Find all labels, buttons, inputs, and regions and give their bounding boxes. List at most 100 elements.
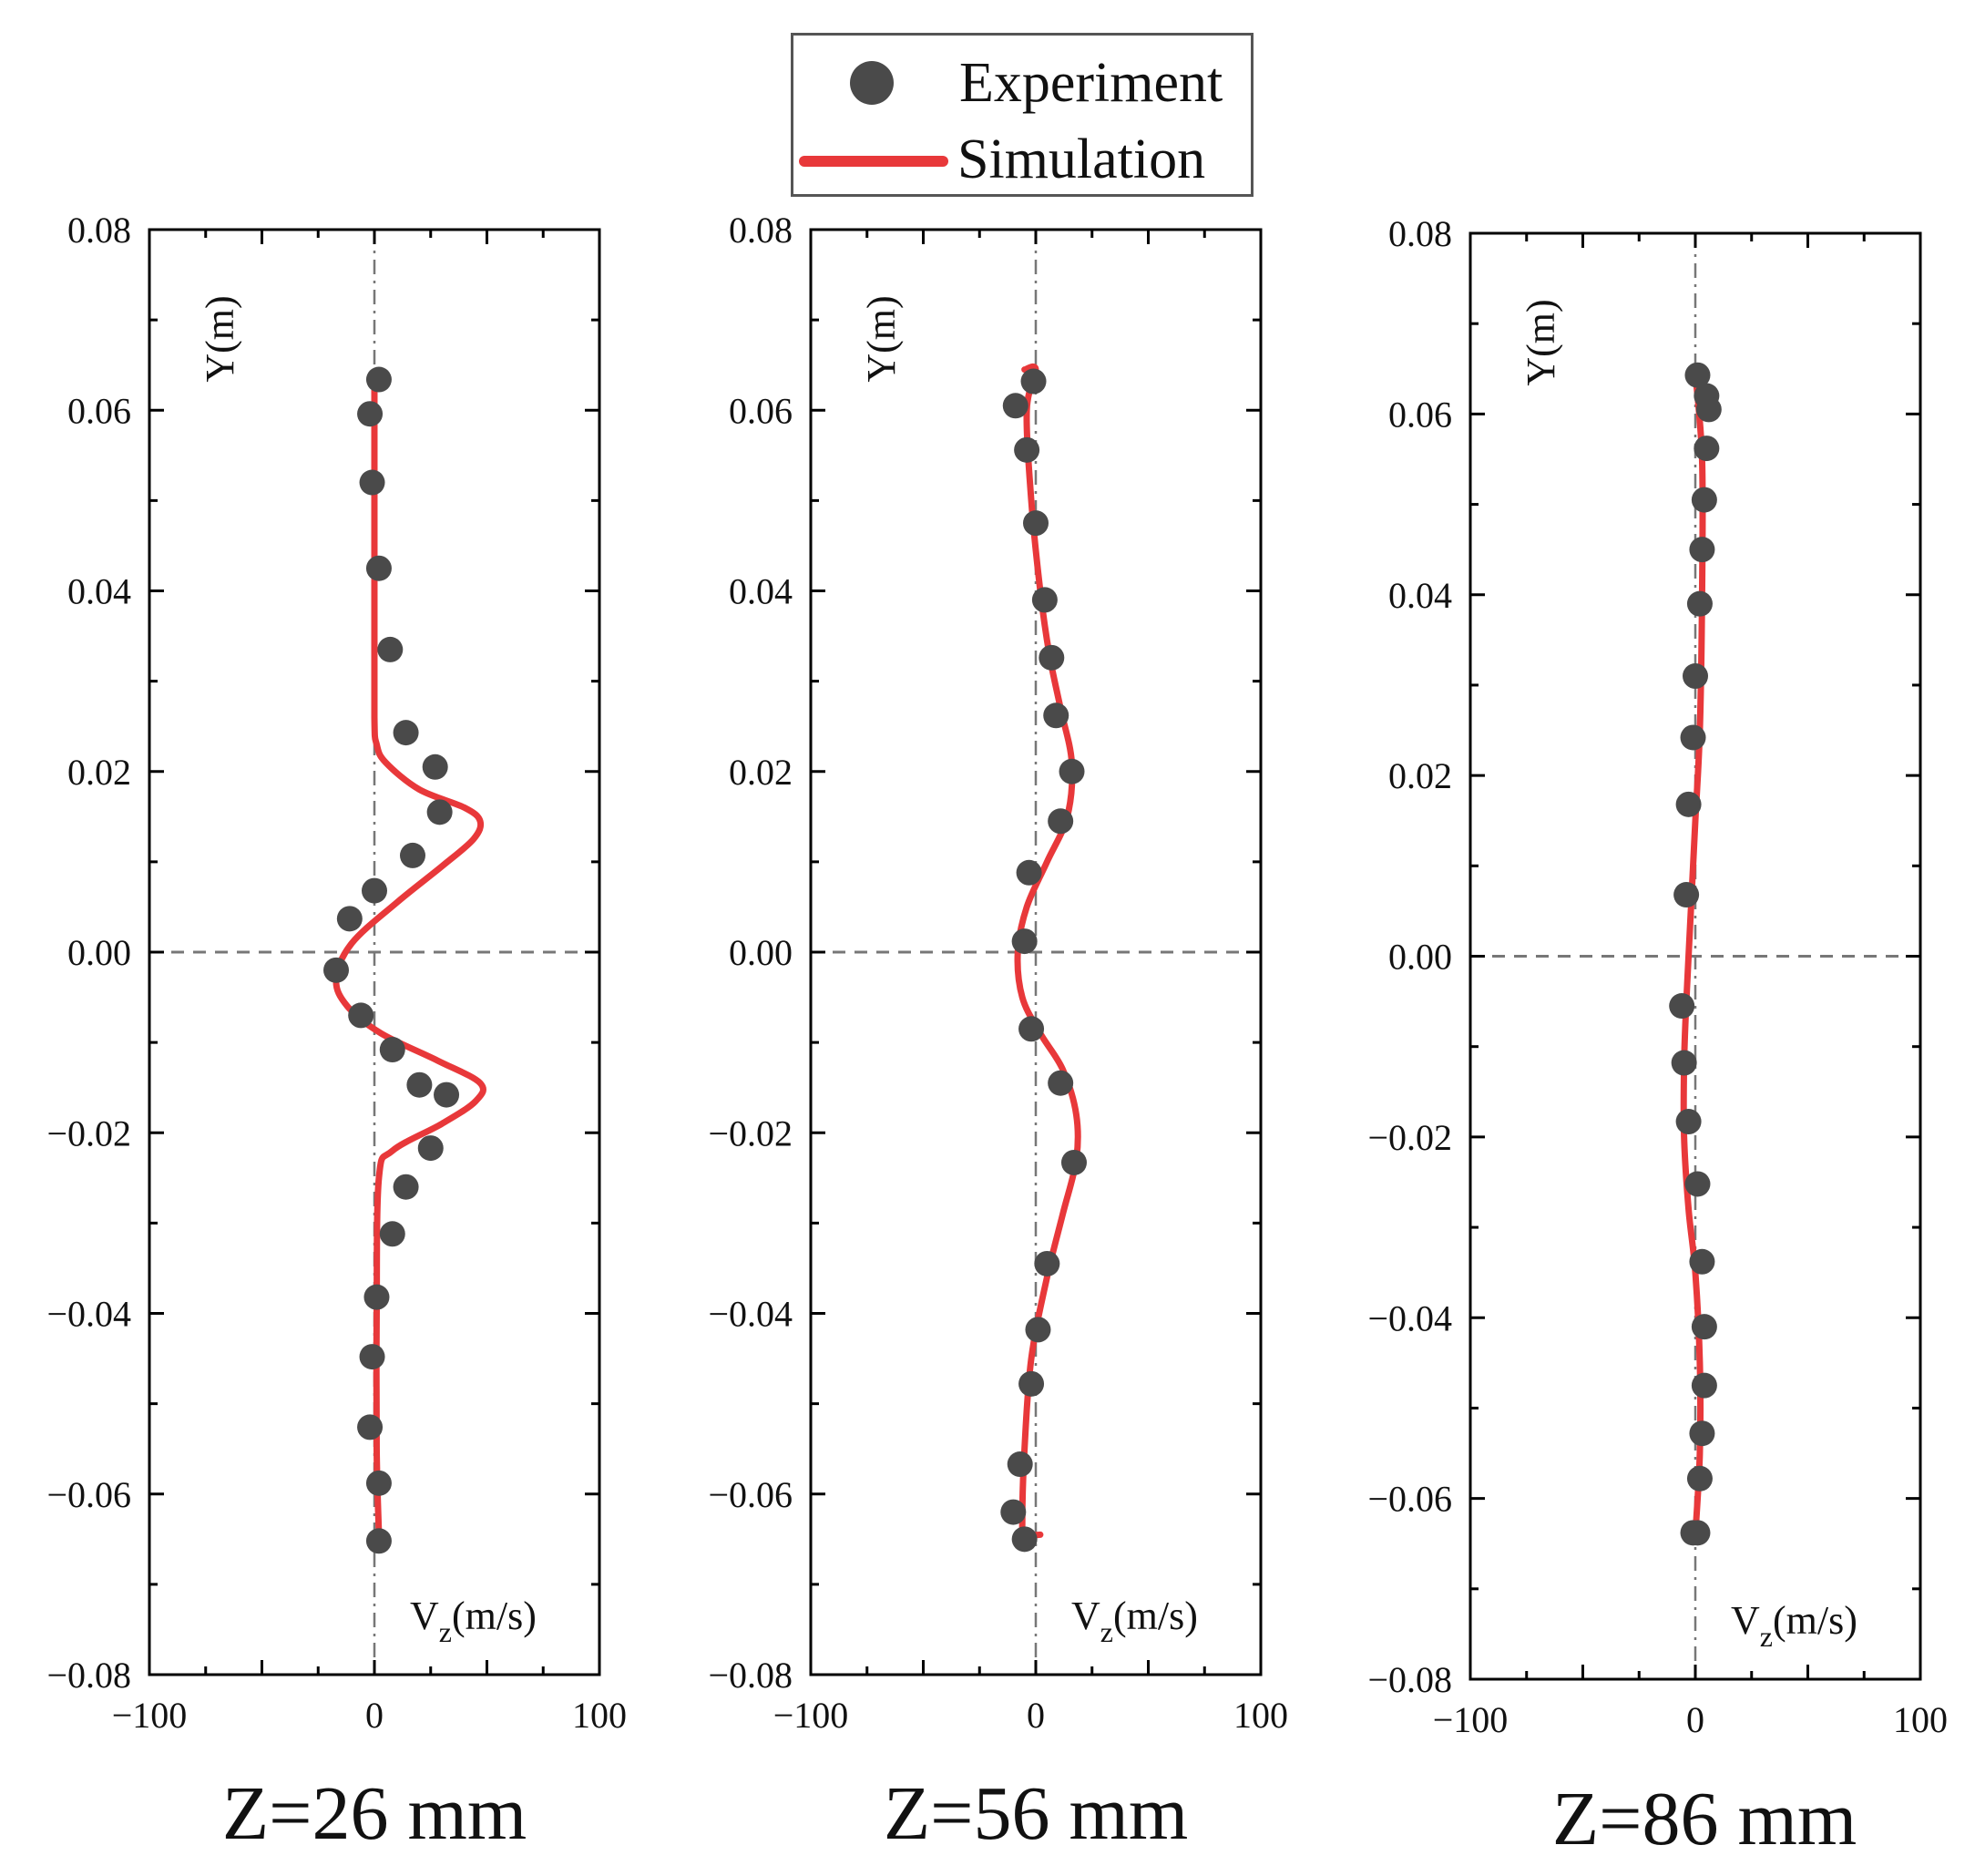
- experiment-point: [1034, 1250, 1060, 1276]
- experiment-point: [1691, 1372, 1717, 1399]
- experiment-point: [1039, 644, 1065, 671]
- y-axis-label: Y(m): [1519, 299, 1563, 385]
- y-tick-label: 0.08: [67, 210, 131, 251]
- experiment-point: [365, 366, 392, 393]
- experiment-point: [1695, 396, 1722, 423]
- experiment-point: [1669, 993, 1695, 1020]
- experiment-point: [348, 1002, 374, 1029]
- legend-row-experiment: Experiment: [793, 46, 1251, 119]
- y-tick-label: 0.04: [1388, 575, 1452, 616]
- y-tick-label: 0.04: [67, 571, 131, 612]
- y-tick-label: 0.08: [729, 210, 793, 251]
- experiment-point: [1675, 1109, 1702, 1135]
- experiment-point: [336, 906, 363, 932]
- y-tick-label: 0.06: [729, 390, 793, 431]
- x-tick-label: 100: [1893, 1699, 1948, 1740]
- experiment-point: [1014, 436, 1040, 463]
- experiment-point: [1048, 1070, 1074, 1096]
- y-tick-label: 0.08: [1388, 213, 1452, 254]
- legend-label-experiment: Experiment: [959, 52, 1223, 114]
- experiment-point: [1691, 487, 1717, 513]
- experiment-point: [1060, 1149, 1087, 1175]
- experiment-point: [1000, 1499, 1027, 1525]
- y-tick-label: −0.02: [46, 1112, 131, 1153]
- panel-title: Z=26 mm: [222, 1771, 527, 1856]
- experiment-point: [1011, 928, 1038, 955]
- x-tick-label: 0: [1027, 1695, 1045, 1736]
- experiment-point: [323, 957, 350, 983]
- legend-line-simulation: [799, 156, 948, 167]
- experiment-point: [1671, 1050, 1697, 1076]
- legend: Experiment Simulation: [791, 33, 1254, 197]
- experiment-point: [1018, 1370, 1045, 1397]
- experiment-point: [363, 1284, 390, 1310]
- experiment-point: [1025, 1317, 1051, 1343]
- x-axis-label: Vz(m/s): [1731, 1598, 1857, 1653]
- y-axis-label: Y(m): [859, 295, 904, 382]
- experiment-point: [1684, 1171, 1711, 1197]
- experiment-point: [365, 1528, 392, 1554]
- experiment-point: [399, 842, 425, 868]
- experiment-point: [1002, 393, 1028, 419]
- experiment-point: [359, 469, 385, 496]
- experiment-point: [1016, 859, 1042, 886]
- x-tick-label: 0: [1686, 1699, 1704, 1740]
- experiment-point: [417, 1135, 444, 1162]
- y-tick-label: 0.04: [729, 571, 793, 612]
- x-tick-label: −100: [112, 1695, 188, 1736]
- experiment-point: [1023, 510, 1049, 537]
- experiment-point: [434, 1082, 460, 1108]
- y-tick-label: −0.06: [1367, 1479, 1452, 1520]
- experiment-point: [1689, 1248, 1715, 1275]
- x-tick-label: −100: [773, 1695, 849, 1736]
- experiment-point: [1691, 1314, 1717, 1340]
- x-tick-label: 100: [572, 1695, 627, 1736]
- experiment-point: [357, 401, 384, 427]
- experiment-point: [393, 720, 419, 746]
- experiment-point: [1694, 436, 1720, 462]
- y-tick-label: 0.00: [67, 932, 131, 973]
- panel-title: Z=56 mm: [884, 1771, 1188, 1856]
- simulation-line: [333, 371, 486, 1538]
- experiment-point: [1018, 1016, 1045, 1042]
- experiment-point: [1689, 1420, 1715, 1447]
- experiment-point: [1684, 362, 1711, 388]
- y-tick-label: 0.06: [1388, 394, 1452, 435]
- experiment-point: [426, 799, 453, 825]
- experiment-point: [359, 1344, 385, 1370]
- y-tick-label: 0.02: [67, 752, 131, 793]
- y-tick-label: −0.04: [708, 1294, 793, 1335]
- experiment-point: [379, 1037, 405, 1063]
- y-axis-label: Y(m): [198, 295, 242, 382]
- experiment-point: [1675, 791, 1702, 817]
- experiment-point: [1007, 1451, 1033, 1478]
- legend-row-simulation: Simulation: [793, 123, 1251, 196]
- experiment-point: [365, 1470, 392, 1496]
- experiment-point: [1680, 724, 1706, 751]
- experiment-point: [362, 877, 387, 904]
- experiment-point: [1011, 1526, 1038, 1553]
- y-tick-label: −0.02: [1367, 1117, 1452, 1158]
- experiment-point: [1043, 702, 1069, 729]
- experiment-point: [406, 1071, 433, 1098]
- experiment-point: [393, 1174, 419, 1200]
- experiment-point: [422, 753, 448, 780]
- y-tick-label: 0.00: [1388, 937, 1452, 978]
- experiment-point: [1048, 808, 1074, 835]
- y-tick-label: −0.04: [46, 1294, 131, 1335]
- experiment-point: [1059, 758, 1085, 784]
- y-tick-label: −0.08: [46, 1655, 131, 1696]
- x-axis-label: Vz(m/s): [1071, 1594, 1198, 1648]
- x-tick-label: 100: [1233, 1695, 1288, 1736]
- y-tick-label: −0.06: [46, 1474, 131, 1515]
- y-tick-label: −0.04: [1367, 1297, 1452, 1338]
- chart-panel-2: 0.08 0.06 0.04 0.02 0.00 −0.02 −0.04 −0.06 −0.08…: [708, 210, 1288, 1856]
- experiment-point: [1673, 882, 1700, 908]
- y-tick-label: −0.08: [1367, 1659, 1452, 1700]
- experiment-point: [1686, 590, 1713, 617]
- legend-marker-experiment: [850, 61, 894, 105]
- y-tick-label: −0.02: [708, 1112, 793, 1153]
- y-tick-label: −0.08: [708, 1655, 793, 1696]
